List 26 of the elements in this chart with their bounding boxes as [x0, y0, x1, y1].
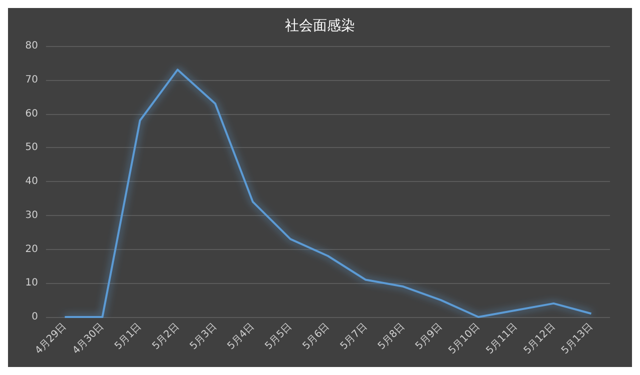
x-tick-label: 5月1日 [112, 321, 144, 352]
y-tick-label: 10 [25, 278, 38, 289]
y-tick-label: 40 [25, 176, 38, 187]
y-tick-label: 70 [25, 74, 38, 86]
y-tick-label: 60 [25, 108, 38, 120]
y-tick-label: 80 [25, 40, 38, 52]
x-tick-label: 5月8日 [376, 321, 408, 352]
y-tick-label: 20 [25, 244, 38, 255]
x-tick-label: 4月30日 [70, 321, 106, 357]
y-tick-label: 30 [25, 210, 38, 221]
x-tick-label: 5月11日 [484, 321, 520, 357]
x-tick-label: 5月6日 [300, 321, 332, 352]
x-tick-label: 4月29日 [33, 321, 69, 357]
x-tick-label: 5月5日 [263, 321, 294, 352]
x-tick-label: 5月13日 [560, 321, 596, 357]
x-tick-label: 5月3日 [188, 321, 220, 352]
chart-title: 社会面感染 [285, 18, 355, 34]
y-tick-label: 0 [32, 312, 38, 322]
x-tick-label: 5月7日 [338, 321, 370, 352]
y-tick-label: 50 [25, 142, 38, 154]
x-tick-label: 5月9日 [414, 321, 445, 352]
x-tick-label: 5月4日 [226, 321, 257, 352]
x-tick-label: 5月12日 [522, 321, 558, 357]
x-tick-label: 5月2日 [150, 321, 182, 352]
line-series [64, 68, 592, 318]
x-tick-label: 5月10日 [446, 321, 482, 357]
